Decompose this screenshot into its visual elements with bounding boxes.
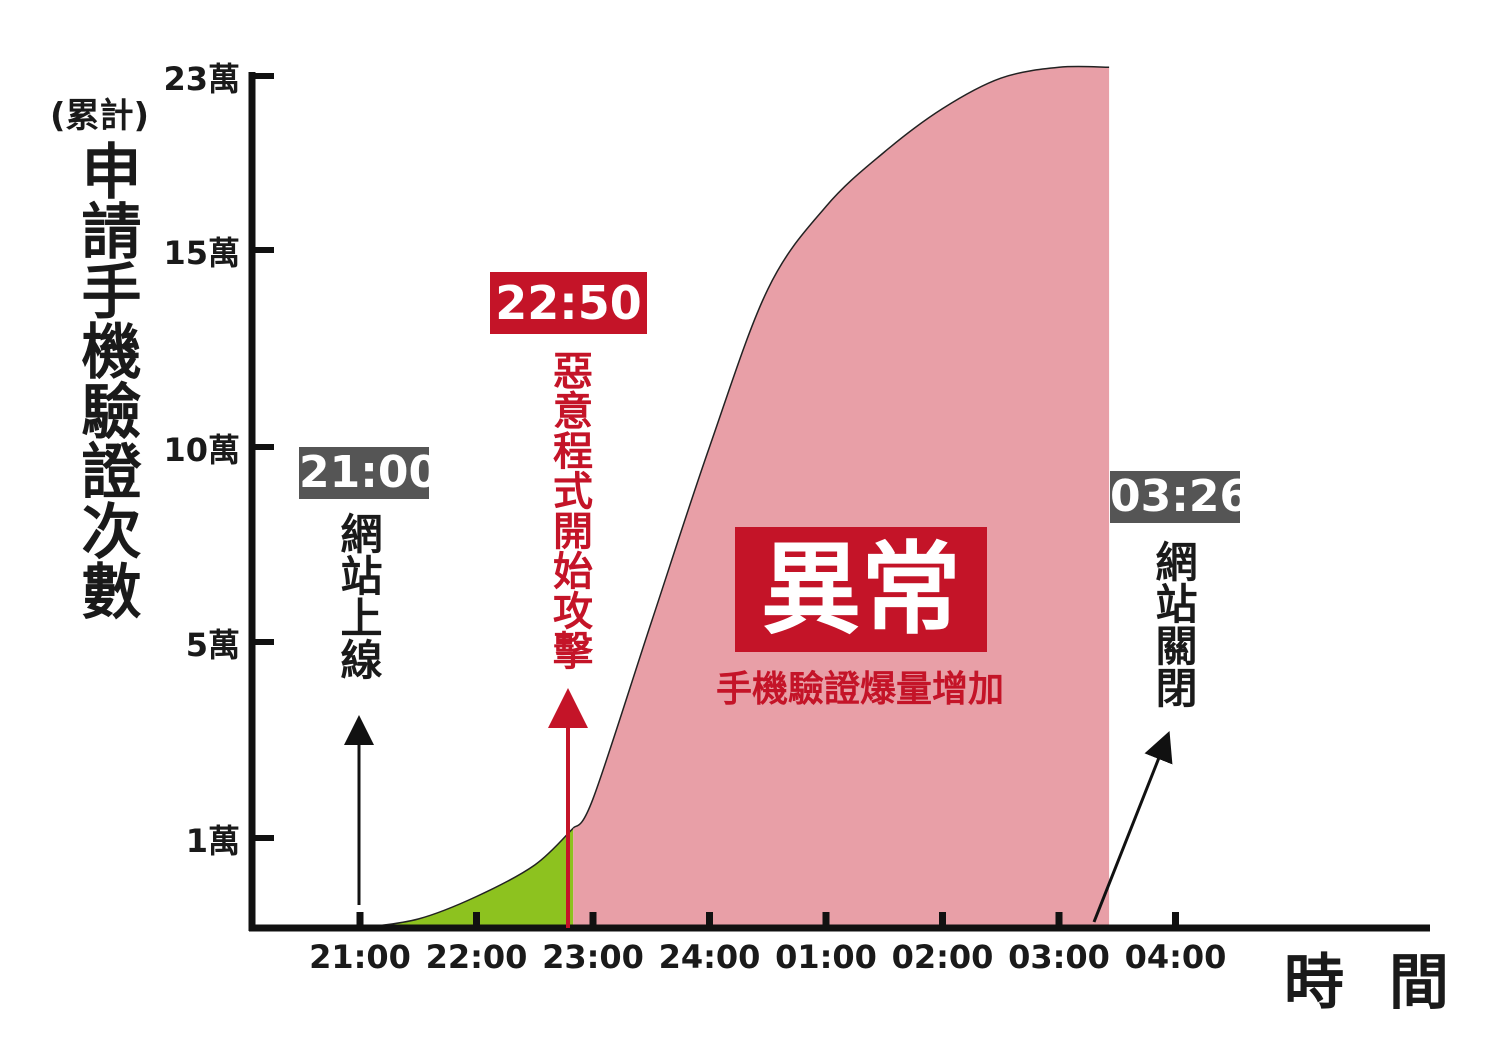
normal-area [360, 828, 574, 928]
y-axis-title: 申請手機驗證次數 [71, 140, 141, 620]
attack-annotation-text: 惡意程式開始攻擊 [546, 350, 592, 670]
y-tick-label: 1萬 [185, 822, 240, 860]
attack-time-badge: 22:50 [490, 272, 647, 334]
launch-annotation-text: 網站上線 [334, 512, 383, 680]
x-tick-label: 24:00 [658, 938, 761, 976]
shutdown-time-badge: 03:26 [1110, 471, 1251, 523]
anomaly-badge: 異常 [735, 527, 987, 652]
abnormal-curve [572, 65, 1110, 829]
x-tick-label: 22:00 [425, 938, 528, 976]
normal-curve [359, 827, 574, 929]
y-tick-label: 23萬 [163, 60, 240, 98]
launch-time-badge: 21:00 [299, 447, 440, 499]
y-tick-label: 10萬 [163, 431, 240, 469]
x-tick-label: 04:00 [1124, 938, 1227, 976]
y-tick-label: 5萬 [185, 626, 240, 664]
x-tick-label: 01:00 [775, 938, 877, 976]
y-tick-label: 15萬 [163, 234, 240, 272]
y-axis-note: (累計) [50, 96, 150, 136]
anomaly-subtitle: 手機驗證爆量增加 [715, 669, 1004, 710]
x-tick-label: 23:00 [542, 938, 644, 976]
x-tick-label: 21:00 [309, 938, 411, 976]
abnormal-area [573, 66, 1110, 928]
x-tick-label: 03:00 [1008, 938, 1110, 976]
shutdown-annotation-text: 網站關閉 [1149, 540, 1198, 708]
x-axis-title: 時 間 [1284, 948, 1461, 1018]
x-tick-label: 02:00 [891, 938, 994, 976]
shutdown-arrow [1092, 731, 1173, 923]
